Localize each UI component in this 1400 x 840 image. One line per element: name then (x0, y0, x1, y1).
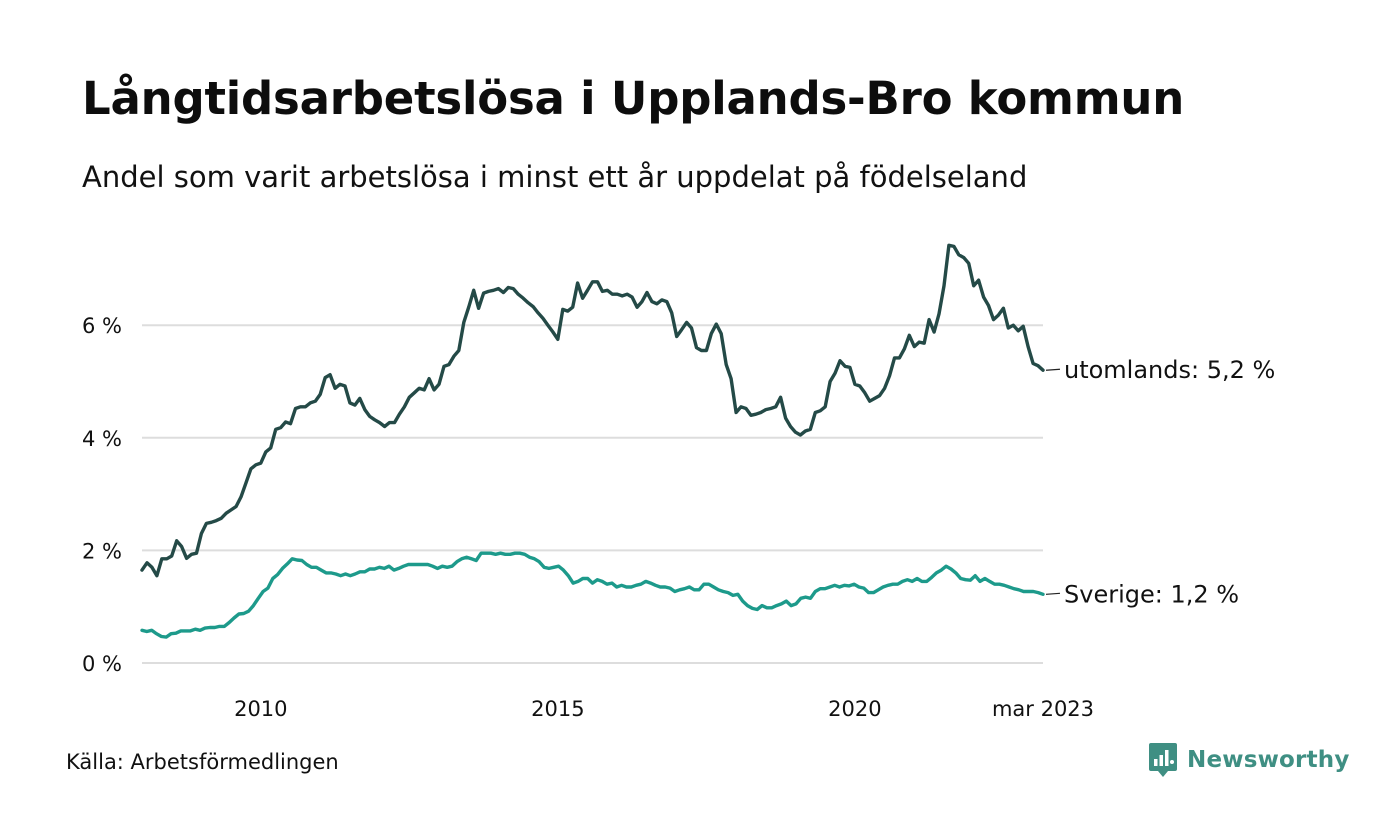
y-axis-ticks: 0 % 2 % 4 % 6 % (82, 314, 122, 676)
end-label-leader (1045, 368, 1061, 371)
y-tick-label: 0 % (82, 652, 122, 676)
gridlines (142, 324, 1043, 664)
brand-name: Newsworthy (1187, 747, 1350, 773)
bar-chart-speech-bubble-icon (1149, 743, 1177, 777)
x-axis-ticks: 2010 2015 2020 mar 2023 (234, 697, 1094, 721)
x-tick-label: 2010 (234, 697, 287, 721)
end-label-leader (1045, 592, 1061, 595)
y-tick-label: 4 % (82, 427, 122, 451)
series-lines (140, 243, 1045, 639)
end-label-utomlands: utomlands: 5,2 % (1064, 356, 1275, 384)
series-end-labels: utomlands: 5,2 % Sverige: 1,2 % (1045, 356, 1275, 608)
y-tick-label: 6 % (82, 314, 122, 338)
chart-subtitle: Andel som varit arbetslösa i minst ett å… (82, 160, 1028, 194)
chart-title: Långtidsarbetslösa i Upplands-Bro kommun (82, 72, 1185, 125)
brand-logo[interactable]: Newsworthy (1148, 742, 1350, 778)
series-line-sverige (140, 551, 1045, 639)
series-line-utomlands (140, 243, 1045, 578)
x-tick-label: 2015 (531, 697, 584, 721)
y-tick-label: 2 % (82, 539, 122, 563)
end-label-sverige: Sverige: 1,2 % (1064, 580, 1239, 608)
source-note: Källa: Arbetsförmedlingen (66, 750, 339, 774)
x-tick-label: 2020 (828, 697, 881, 721)
x-tick-label: mar 2023 (992, 697, 1094, 721)
